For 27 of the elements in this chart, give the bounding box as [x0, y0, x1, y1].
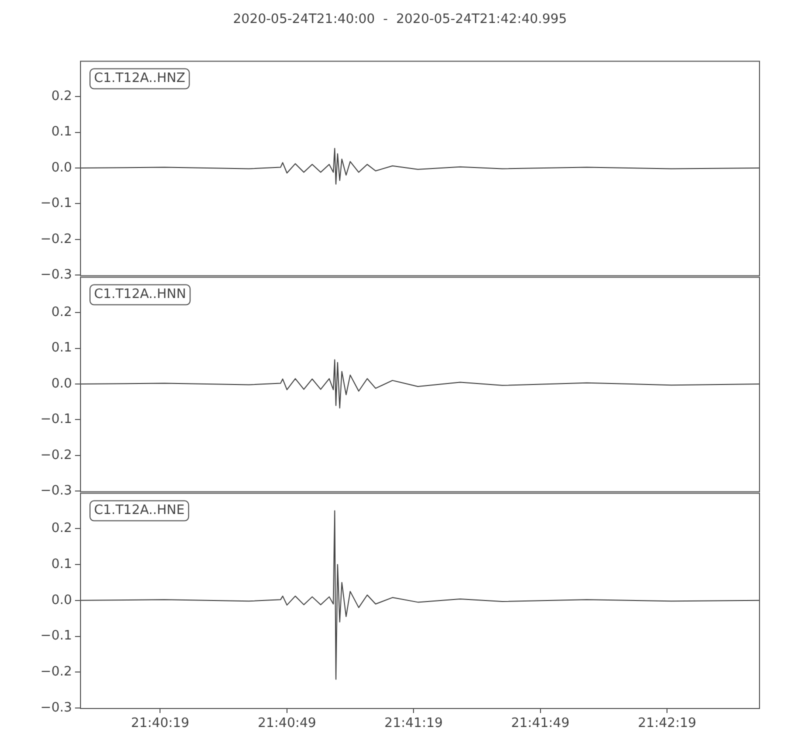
y-tick-label: 0.0: [51, 376, 72, 392]
chart-title: 2020-05-24T21:40:00 - 2020-05-24T21:42:40.995: [232, 12, 568, 27]
y-tick-label: 0.1: [51, 124, 72, 140]
y-tick-label: −0.2: [40, 664, 72, 680]
x-tick-label: 21:41:19: [384, 716, 443, 732]
x-tick-label: 21:42:19: [638, 716, 696, 732]
y-tick-label: −0.3: [40, 700, 72, 716]
y-tick-label: 0.1: [51, 340, 72, 356]
y-tick-label: 0.0: [51, 160, 72, 176]
y-tick-label: 0.2: [51, 304, 72, 320]
y-tick-label: −0.1: [40, 412, 72, 428]
y-tick-label: −0.1: [40, 196, 72, 212]
y-tick-label: 0.2: [51, 88, 72, 104]
x-tick-label: 21:40:19: [130, 716, 190, 732]
x-tick-label: 21:40:49: [258, 716, 316, 732]
annotation: C1.T12A..HNN: [94, 287, 186, 302]
y-tick-label: −0.3: [40, 484, 72, 499]
y-tick-label: 0.1: [51, 556, 72, 572]
y-tick-label: −0.3: [40, 268, 72, 283]
annotation: C1.T12A..HNZ: [94, 71, 186, 86]
y-tick-label: −0.1: [40, 628, 72, 644]
x-tick-label: 21:41:49: [511, 716, 570, 732]
y-tick-label: 0.2: [51, 521, 72, 536]
y-tick-label: 0.0: [51, 592, 72, 608]
y-tick-label: −0.2: [40, 448, 72, 463]
annotation: C1.T12A..HNE: [94, 503, 185, 518]
y-tick-label: −0.2: [40, 232, 72, 247]
